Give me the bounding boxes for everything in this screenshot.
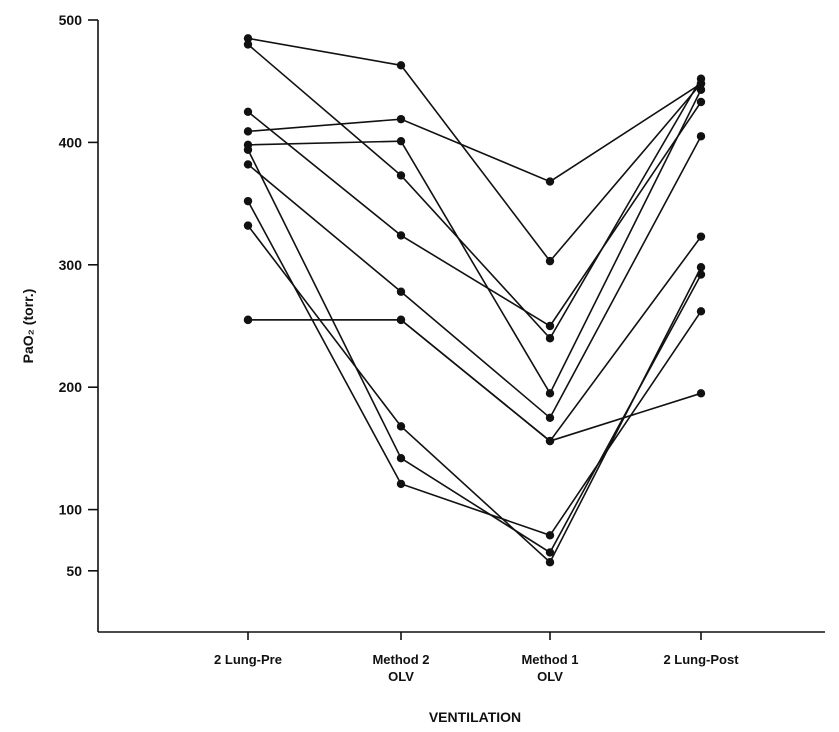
data-point — [696, 232, 706, 241]
series-lines — [247, 37, 702, 564]
y-ticks: 50 100 200 300 400 500 — [59, 12, 98, 579]
x-tick-label: 2 Lung-Pre — [214, 652, 282, 667]
data-point — [396, 61, 406, 70]
data-point — [545, 548, 555, 557]
series-line — [248, 236, 702, 443]
data-point — [545, 256, 555, 266]
data-point — [396, 422, 406, 431]
y-tick-label: 500 — [59, 12, 83, 28]
series-line — [247, 82, 702, 183]
series-line — [247, 200, 702, 537]
data-point — [545, 334, 555, 343]
data-point — [696, 132, 706, 141]
y-tick-label: 200 — [59, 379, 83, 395]
data-point — [696, 263, 706, 272]
data-point — [545, 177, 555, 186]
data-point — [243, 40, 253, 49]
x-axis-title: VENTILATION — [429, 709, 521, 725]
x-ticks: 2 Lung-Pre Method 2 OLV Method 1 OLV 2 Lung-P… — [214, 632, 739, 684]
y-tick-label: 50 — [66, 563, 82, 579]
data-point — [545, 531, 555, 540]
data-point — [545, 413, 555, 422]
data-point — [696, 79, 706, 88]
data-point — [545, 321, 555, 331]
data-point — [396, 231, 406, 240]
y-tick-label: 300 — [59, 257, 83, 273]
data-point — [243, 34, 253, 43]
data-point — [696, 270, 706, 279]
data-point — [696, 97, 706, 107]
data-point — [396, 171, 406, 180]
data-point — [243, 221, 253, 230]
series-line — [247, 43, 702, 340]
axes — [97, 20, 825, 633]
series-line — [247, 135, 702, 420]
data-point — [696, 85, 706, 94]
data-point — [243, 315, 253, 325]
data-point — [396, 453, 406, 463]
data-point — [545, 436, 555, 446]
series-line — [247, 37, 702, 263]
data-point — [396, 287, 406, 296]
data-point — [243, 127, 253, 136]
series-line — [247, 89, 702, 395]
series-line — [247, 149, 702, 554]
data-point — [243, 145, 253, 154]
data-point — [696, 307, 706, 316]
x-tick-label: 2 Lung-Post — [663, 652, 739, 667]
data-point — [243, 160, 253, 169]
data-point — [396, 114, 406, 124]
data-point — [696, 389, 706, 398]
data-point — [396, 479, 406, 489]
x-tick-label: Method 1 — [521, 652, 578, 667]
series-line — [247, 101, 702, 328]
y-tick-label: 100 — [59, 502, 83, 518]
x-tick-label-line2: OLV — [537, 669, 563, 684]
x-tick-label-line2: OLV — [388, 669, 414, 684]
data-point — [243, 196, 253, 206]
data-point — [243, 107, 253, 117]
data-point — [396, 136, 406, 146]
y-axis-title: PaO₂ (torr.) — [20, 289, 36, 364]
y-tick-label: 400 — [59, 134, 83, 150]
x-tick-label: Method 2 — [372, 652, 429, 667]
series-points — [243, 34, 706, 567]
data-point — [545, 558, 555, 567]
data-point — [396, 315, 406, 325]
data-point — [545, 389, 555, 398]
series-line — [247, 225, 702, 564]
